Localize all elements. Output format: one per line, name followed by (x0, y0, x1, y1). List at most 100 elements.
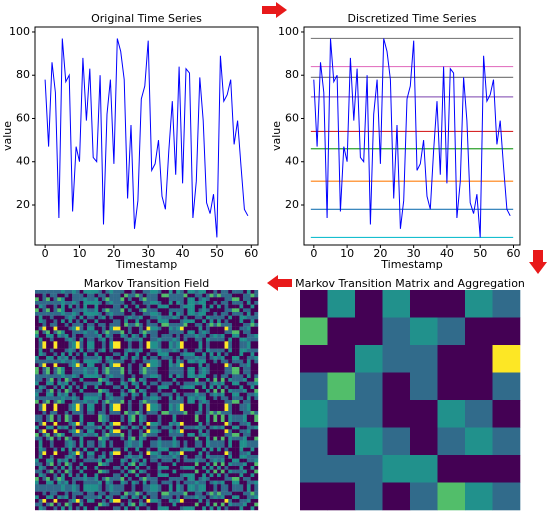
field-cell (176, 304, 181, 309)
field-cell (68, 444, 73, 448)
field-cell (243, 444, 248, 448)
field-cell (150, 348, 155, 353)
field-cell (79, 396, 84, 401)
field-cell (79, 440, 84, 445)
field-cell (153, 473, 158, 478)
field-cell (87, 312, 91, 316)
field-cell (172, 315, 177, 320)
field-cell (209, 488, 214, 492)
field-cell (38, 499, 43, 503)
field-cell (191, 488, 196, 492)
field-cell (105, 495, 110, 500)
field-cell (35, 363, 39, 368)
field-cell (68, 455, 73, 459)
field-cell (183, 389, 188, 393)
field-cell (87, 367, 91, 371)
field-cell (127, 308, 132, 313)
field-cell (213, 356, 218, 360)
field-cell (209, 455, 214, 459)
field-cell (191, 433, 196, 437)
field-cell (72, 429, 77, 434)
field-cell (209, 363, 214, 368)
field-cell (116, 466, 121, 470)
field-cell (250, 436, 255, 441)
field-cell (205, 312, 210, 316)
field-cell (172, 341, 177, 346)
field-cell (116, 337, 121, 342)
field-cell (239, 469, 244, 474)
field-cell (124, 499, 129, 503)
field-cell (183, 363, 188, 368)
field-cell (157, 480, 162, 485)
field-cell (198, 315, 203, 320)
field-cell (127, 473, 132, 478)
field-cell (243, 308, 248, 313)
field-cell (153, 455, 158, 459)
field-cell (46, 312, 51, 316)
field-cell (139, 348, 143, 353)
field-cell (46, 385, 51, 390)
field-cell (38, 495, 43, 500)
field-cell (231, 326, 236, 331)
field-cell (83, 323, 88, 327)
field-cell (213, 337, 218, 342)
field-cell (135, 337, 140, 342)
field-cell (153, 297, 158, 302)
field-cell (83, 480, 88, 485)
field-cell (220, 491, 225, 496)
field-cell (42, 444, 47, 448)
field-cell (209, 502, 214, 507)
field-cell (217, 477, 222, 481)
field-cell (161, 367, 166, 371)
field-cell (116, 308, 121, 313)
field-cell (194, 392, 199, 397)
field-cell (72, 502, 77, 507)
field-cell (72, 451, 77, 456)
field-cell (220, 352, 225, 357)
field-cell (176, 367, 181, 371)
field-cell (83, 495, 88, 500)
field-cell (161, 337, 166, 342)
field-cell (231, 341, 236, 346)
field-cell (224, 374, 229, 379)
field-cell (120, 348, 125, 353)
field-cell (142, 429, 147, 434)
field-cell (79, 378, 84, 382)
field-cell (198, 297, 203, 302)
field-cell (94, 367, 99, 371)
field-cell (131, 337, 136, 342)
field-cell (153, 392, 158, 397)
field-cell (176, 433, 181, 437)
field-cell (57, 345, 62, 349)
field-cell (113, 436, 117, 441)
field-cell (165, 411, 169, 415)
field-cell (127, 319, 132, 324)
field-cell (68, 495, 73, 500)
field-cell (61, 359, 65, 364)
field-cell (213, 429, 218, 434)
field-cell (176, 458, 181, 463)
field-cell (87, 389, 91, 393)
field-cell (38, 491, 43, 496)
field-cell (131, 367, 136, 371)
field-cell (187, 506, 192, 511)
field-cell (127, 502, 132, 507)
field-cell (142, 330, 147, 335)
field-cell (105, 356, 110, 360)
field-cell (176, 425, 181, 430)
field-cell (116, 293, 121, 298)
field-cell (176, 477, 181, 481)
field-cell (49, 425, 54, 430)
field-cell (61, 499, 65, 503)
field-cell (116, 312, 121, 316)
field-cell (205, 315, 210, 320)
field-cell (131, 363, 136, 368)
field-cell (187, 480, 192, 485)
field-cell (231, 418, 236, 423)
field-cell (124, 414, 129, 419)
field-cell (131, 304, 136, 309)
field-cell (46, 477, 51, 481)
matrix-cell (327, 427, 356, 456)
field-cell (113, 315, 117, 320)
field-cell (146, 484, 151, 489)
